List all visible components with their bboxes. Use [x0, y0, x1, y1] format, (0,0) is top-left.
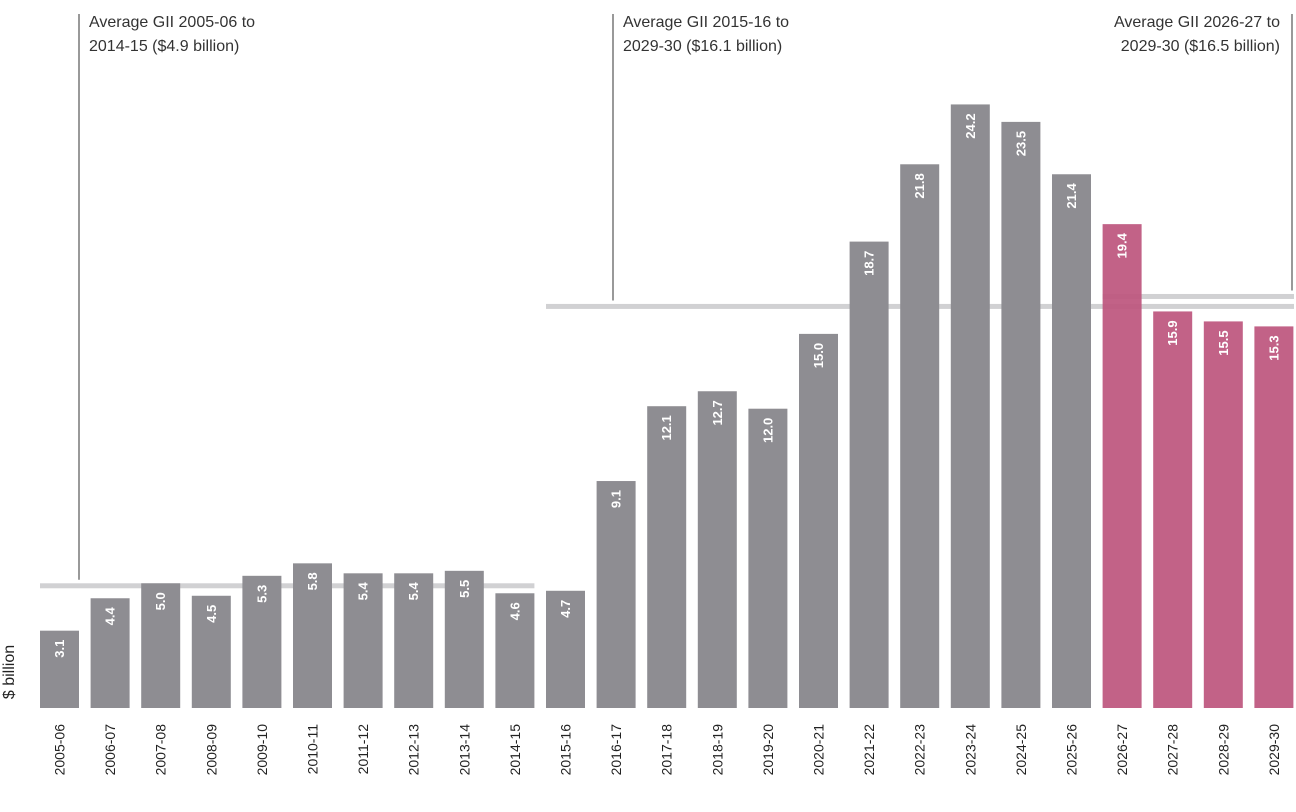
bar-2019-20	[748, 408, 788, 708]
x-tick-2008-09: 2008-09	[203, 724, 219, 776]
x-tick-2014-15: 2014-15	[507, 724, 523, 776]
value-label-2012-13: 5.4	[406, 582, 421, 601]
x-tick-2026-27: 2026-27	[1114, 724, 1130, 776]
x-tick-2022-23: 2022-23	[912, 724, 928, 776]
bar-2028-29	[1203, 321, 1243, 708]
x-tick-2012-13: 2012-13	[406, 724, 422, 776]
value-label-2027-28: 15.9	[1165, 320, 1180, 345]
annotation-2-line2: 2029-30 ($16.1 billion)	[623, 38, 782, 55]
x-tick-2013-14: 2013-14	[456, 724, 472, 776]
x-tick-2027-28: 2027-28	[1165, 724, 1181, 776]
bars: 3.1 4.4 5.0 4.5 5.3 5.8 5.4 5.4 5.5 4.6 4.7 9.1 12.1…	[40, 104, 1294, 709]
annotation-1-line2: 2014-15 ($4.9 billion)	[89, 38, 239, 55]
value-label-2020-21: 15.0	[811, 343, 826, 368]
average-annotations: Average GII 2005-06 to 2014-15 ($4.9 bill…	[78, 14, 1293, 580]
x-tick-2009-10: 2009-10	[254, 724, 270, 776]
bar-2007-08	[141, 583, 181, 708]
value-label-2021-22: 18.7	[862, 251, 877, 276]
annotation-2-line1: Average GII 2015-16 to	[623, 14, 789, 31]
average-line-1	[40, 583, 535, 589]
value-label-2017-18: 12.1	[659, 415, 674, 440]
annotation-1-line1: Average GII 2005-06 to	[89, 14, 255, 31]
x-tick-2005-06: 2005-06	[52, 724, 68, 776]
bar-2018-19	[697, 391, 737, 708]
bar-2008-09	[191, 595, 231, 708]
bar-2029-30	[1254, 326, 1294, 708]
y-axis-label: $ billion	[1, 645, 18, 699]
value-label-2028-29: 15.5	[1216, 330, 1231, 355]
value-label-2015-16: 4.7	[558, 600, 573, 618]
x-axis-tick-labels: 2005-06 2006-07 2007-08 2008-09 2009-10 2010-…	[52, 724, 1282, 776]
bar-2006-07	[90, 598, 130, 708]
average-line-3	[1102, 293, 1294, 299]
x-tick-2029-30: 2029-30	[1266, 724, 1282, 776]
value-label-2016-17: 9.1	[609, 490, 624, 508]
bar-2023-24	[950, 104, 990, 709]
bar-2024-25	[1001, 121, 1041, 709]
value-label-2005-06: 3.1	[52, 640, 67, 658]
bar-2022-23	[900, 164, 940, 708]
x-tick-2015-16: 2015-16	[558, 724, 574, 776]
value-label-2007-08: 5.0	[153, 592, 168, 610]
bar-2025-26	[1052, 174, 1091, 709]
bar-2015-16	[546, 590, 585, 708]
annotation-3-line1: Average GII 2026-27 to	[1114, 14, 1280, 31]
value-label-2023-24: 24.2	[963, 113, 978, 138]
value-label-2013-14: 5.5	[457, 580, 472, 598]
bar-2011-12	[343, 573, 383, 708]
bar-2026-27	[1102, 224, 1142, 708]
bar-2016-17	[596, 481, 636, 708]
annotation-3-line2: 2029-30 ($16.5 billion)	[1121, 38, 1280, 55]
bar-2005-06	[40, 630, 79, 708]
x-tick-2020-21: 2020-21	[811, 724, 827, 776]
x-tick-2024-25: 2024-25	[1013, 724, 1029, 776]
x-tick-2018-19: 2018-19	[709, 724, 725, 776]
bar-2013-14	[444, 570, 484, 708]
value-label-2009-10: 5.3	[254, 585, 269, 603]
value-label-2008-09: 4.5	[204, 605, 219, 623]
value-label-2006-07: 4.4	[103, 606, 118, 625]
value-label-2011-12: 5.4	[356, 582, 371, 601]
value-label-2014-15: 4.6	[507, 602, 522, 620]
x-tick-2011-12: 2011-12	[355, 724, 371, 775]
value-label-2010-11: 5.8	[305, 572, 320, 590]
value-label-2024-25: 23.5	[1013, 131, 1028, 156]
value-label-2019-20: 12.0	[760, 418, 775, 443]
x-tick-2010-11: 2010-11	[305, 724, 321, 775]
value-label-2026-27: 19.4	[1115, 232, 1130, 258]
bar-2009-10	[242, 575, 282, 708]
bar-2020-21	[799, 333, 838, 708]
value-label-2025-26: 21.4	[1064, 182, 1079, 208]
value-label-2018-19: 12.7	[710, 400, 725, 425]
x-tick-2028-29: 2028-29	[1215, 724, 1231, 776]
bar-2012-13	[394, 573, 434, 708]
x-tick-2006-07: 2006-07	[102, 724, 118, 776]
x-tick-2025-26: 2025-26	[1064, 724, 1080, 776]
bar-2027-28	[1153, 311, 1193, 708]
bar-2021-22	[849, 241, 889, 708]
x-tick-2023-24: 2023-24	[962, 724, 978, 776]
value-label-2022-23: 21.8	[912, 173, 927, 198]
x-tick-2019-20: 2019-20	[760, 724, 776, 776]
bar-2010-11	[293, 563, 332, 708]
x-tick-2021-22: 2021-22	[861, 724, 877, 776]
x-tick-2017-18: 2017-18	[659, 724, 675, 776]
x-tick-2007-08: 2007-08	[153, 724, 169, 776]
bar-2014-15	[495, 593, 535, 708]
x-tick-2016-17: 2016-17	[608, 724, 624, 776]
value-label-2029-30: 15.3	[1266, 335, 1281, 360]
bar-2017-18	[647, 406, 687, 708]
